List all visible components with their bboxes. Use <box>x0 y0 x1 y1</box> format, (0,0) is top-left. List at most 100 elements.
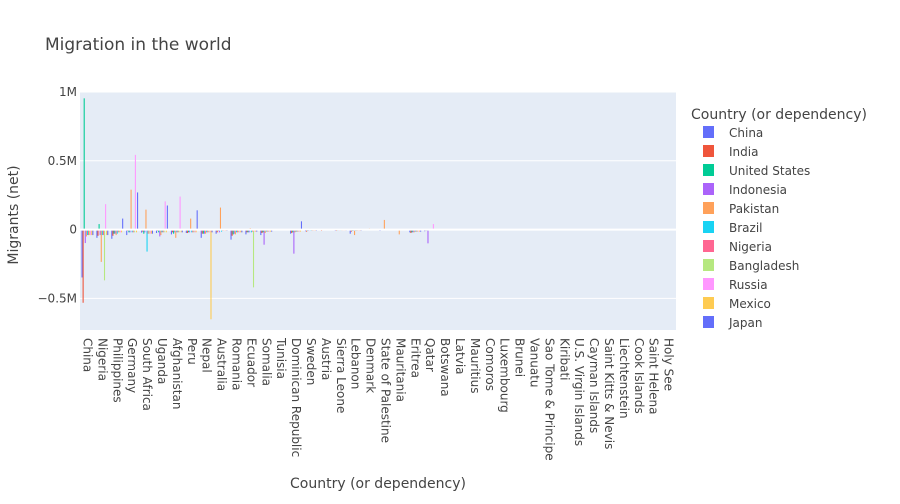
bar[interactable] <box>113 229 115 234</box>
bar[interactable] <box>122 218 124 230</box>
bar[interactable] <box>189 229 191 233</box>
bar[interactable] <box>241 229 243 233</box>
bar[interactable] <box>215 229 217 234</box>
bar[interactable] <box>409 229 411 233</box>
legend-item-label[interactable]: India <box>729 145 758 159</box>
bar[interactable] <box>99 229 101 236</box>
bar[interactable] <box>211 229 213 233</box>
bar[interactable] <box>91 229 93 236</box>
legend-item-label[interactable]: Indonesia <box>729 183 787 197</box>
legend-item-label[interactable]: China <box>729 126 763 140</box>
bar[interactable] <box>137 192 139 230</box>
bar[interactable] <box>416 229 418 232</box>
bar[interactable] <box>432 224 434 230</box>
legend-item-label[interactable]: Russia <box>729 278 768 292</box>
bar[interactable] <box>128 229 130 233</box>
bar[interactable] <box>216 229 218 233</box>
bar[interactable] <box>203 229 206 234</box>
bar[interactable] <box>201 229 203 234</box>
bar[interactable] <box>191 229 193 233</box>
bar[interactable] <box>115 229 117 236</box>
bar[interactable] <box>248 229 250 233</box>
bar[interactable] <box>161 229 163 233</box>
legend-swatch[interactable] <box>703 278 714 290</box>
bar[interactable] <box>234 229 236 235</box>
bar[interactable] <box>266 229 268 232</box>
bar[interactable] <box>246 229 248 233</box>
bar[interactable] <box>173 229 175 234</box>
legend-swatch[interactable] <box>703 202 714 214</box>
bar[interactable] <box>411 229 413 233</box>
bar[interactable] <box>171 229 174 233</box>
bar[interactable] <box>82 229 84 303</box>
bar[interactable] <box>262 229 264 233</box>
bar[interactable] <box>350 229 352 232</box>
bar[interactable] <box>185 229 187 234</box>
bar[interactable] <box>190 218 192 230</box>
bar[interactable] <box>419 229 421 232</box>
bar[interactable] <box>290 229 292 234</box>
bar[interactable] <box>163 229 165 233</box>
bar[interactable] <box>414 229 416 232</box>
bar[interactable] <box>235 229 237 233</box>
bar[interactable] <box>260 229 262 236</box>
bar[interactable] <box>251 229 253 232</box>
bar[interactable] <box>166 205 168 230</box>
bar[interactable] <box>210 229 212 320</box>
bar[interactable] <box>208 229 210 233</box>
bar[interactable] <box>427 229 429 244</box>
bar[interactable] <box>239 229 241 233</box>
bar[interactable] <box>160 229 162 236</box>
bar[interactable] <box>230 229 232 240</box>
bar[interactable] <box>180 229 182 233</box>
bar[interactable] <box>118 229 120 233</box>
bar[interactable] <box>247 229 249 233</box>
bar[interactable] <box>181 229 183 233</box>
bar[interactable] <box>81 229 83 278</box>
bar[interactable] <box>98 224 100 230</box>
bar[interactable] <box>117 229 119 233</box>
bar[interactable] <box>413 229 415 233</box>
legend-item-label[interactable]: Bangladesh <box>729 259 799 273</box>
bar[interactable] <box>179 196 181 230</box>
bar[interactable] <box>417 229 420 232</box>
bar[interactable] <box>96 229 98 238</box>
legend-swatch[interactable] <box>703 297 714 309</box>
bar[interactable] <box>162 229 164 233</box>
bar[interactable] <box>178 229 180 233</box>
bar[interactable] <box>232 229 234 235</box>
bar[interactable] <box>145 209 147 230</box>
bar[interactable] <box>233 229 235 234</box>
bar[interactable] <box>186 229 188 234</box>
bar[interactable] <box>238 229 240 233</box>
bar[interactable] <box>218 229 220 233</box>
legend-swatch[interactable] <box>703 145 714 157</box>
bar[interactable] <box>349 229 351 234</box>
bar[interactable] <box>119 229 122 233</box>
bar[interactable] <box>144 229 146 233</box>
bar[interactable] <box>295 229 297 232</box>
bar[interactable] <box>256 229 258 232</box>
bar[interactable] <box>292 229 294 233</box>
legend-swatch[interactable] <box>703 240 714 252</box>
bar[interactable] <box>135 229 138 233</box>
bar[interactable] <box>219 207 222 230</box>
bar[interactable] <box>130 189 132 230</box>
legend-item-label[interactable]: Nigeria <box>729 240 772 254</box>
bar[interactable] <box>175 229 177 238</box>
bar[interactable] <box>142 229 144 232</box>
bar[interactable] <box>267 229 269 232</box>
bar[interactable] <box>202 229 204 234</box>
bar[interactable] <box>354 229 356 236</box>
bar[interactable] <box>177 229 179 233</box>
bar[interactable] <box>148 229 150 234</box>
bar[interactable] <box>194 229 196 233</box>
bar[interactable] <box>146 229 148 252</box>
bar[interactable] <box>252 229 255 288</box>
bar[interactable] <box>107 229 109 236</box>
bar[interactable] <box>263 229 265 245</box>
bar[interactable] <box>102 229 104 236</box>
bar[interactable] <box>103 229 106 281</box>
bar[interactable] <box>106 229 108 236</box>
bar[interactable] <box>159 229 161 237</box>
